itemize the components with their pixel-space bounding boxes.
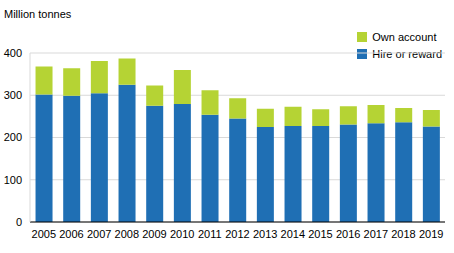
svg-text:2005: 2005	[32, 228, 56, 240]
svg-text:2009: 2009	[142, 228, 166, 240]
svg-text:2016: 2016	[336, 228, 360, 240]
svg-text:100: 100	[8, 174, 22, 186]
svg-text:2007: 2007	[87, 228, 111, 240]
html-text:Own account: Own account	[372, 30, 437, 43]
svg-text:2010: 2010	[170, 228, 194, 240]
svg-text:2011: 2011	[198, 228, 222, 240]
svg-text:0: 0	[16, 216, 22, 228]
svg-text:2008: 2008	[115, 228, 139, 240]
svg-text:2017: 2017	[364, 228, 388, 240]
svg-text:2012: 2012	[225, 228, 249, 240]
html-text:Hire or reward: Hire or reward	[372, 47, 442, 60]
svg-text:300: 300	[8, 89, 22, 101]
svg-text:2015: 2015	[308, 228, 332, 240]
svg-text:2018: 2018	[391, 228, 415, 240]
svg-text:2014: 2014	[281, 228, 305, 240]
html-text:Million tonnes: Million tonnes	[4, 8, 72, 20]
svg-text:2013: 2013	[253, 228, 277, 240]
svg-text:200: 200	[8, 131, 22, 143]
svg-text:2019: 2019	[419, 228, 443, 240]
svg-text:2006: 2006	[59, 228, 83, 240]
svg-text:400: 400	[8, 47, 22, 59]
